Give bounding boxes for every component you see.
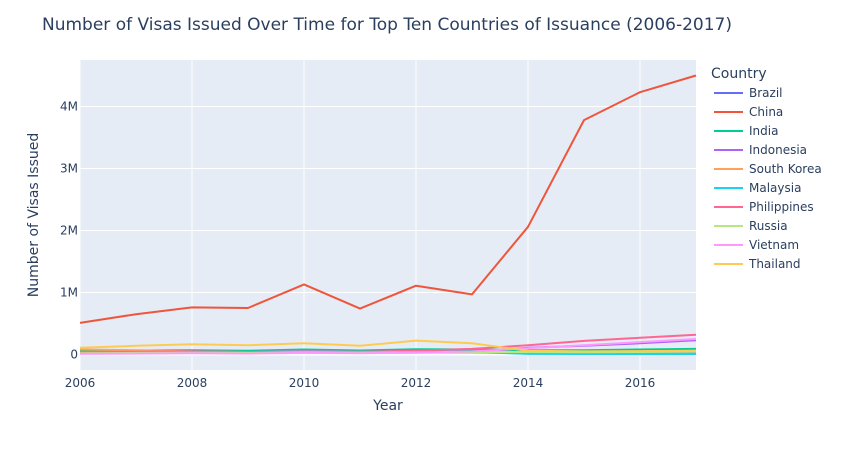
x-tick-label: 2012	[401, 376, 432, 390]
x-tick-label: 2016	[625, 376, 656, 390]
legend-label: Thailand	[748, 257, 801, 271]
x-axis-title: Year	[372, 398, 403, 414]
legend-label: Philippines	[749, 200, 814, 214]
legend-item-brazil[interactable]: Brazil	[714, 86, 783, 100]
series-line-thailand	[79, 339, 697, 353]
legend-item-malaysia[interactable]: Malaysia	[714, 181, 801, 195]
plot-area	[80, 60, 696, 370]
legend-label: South Korea	[749, 162, 822, 176]
series-line-philippines	[79, 333, 697, 353]
legend-item-thailand[interactable]: Thailand	[714, 257, 801, 271]
legend-item-russia[interactable]: Russia	[714, 219, 788, 233]
y-tick-label: 0	[70, 348, 78, 362]
y-tick-label: 3M	[60, 162, 78, 176]
legend-title: Country	[711, 66, 767, 82]
legend-item-china[interactable]: China	[714, 105, 783, 119]
x-tick-label: 2010	[289, 376, 320, 390]
legend-label: Indonesia	[749, 143, 807, 157]
y-axis-title: Number of Visas Issued	[26, 133, 42, 298]
legend[interactable]: Brazil China India Indonesia South Korea Mala…	[714, 86, 822, 271]
x-axis-ticks: 2006 2008 2010 2012 2014 2016	[65, 376, 656, 390]
legend-item-philippines[interactable]: Philippines	[714, 200, 814, 214]
legend-item-vietnam[interactable]: Vietnam	[714, 238, 799, 252]
y-tick-label: 2M	[60, 224, 78, 238]
y-tick-label: 4M	[60, 100, 78, 114]
legend-label: Malaysia	[749, 181, 801, 195]
legend-label: Russia	[749, 219, 788, 233]
legend-item-indonesia[interactable]: Indonesia	[714, 143, 807, 157]
legend-label: Brazil	[749, 86, 783, 100]
chart-title: Number of Visas Issued Over Time for Top…	[42, 15, 732, 35]
legend-label: Vietnam	[749, 238, 799, 252]
series-line-vietnam	[79, 338, 697, 355]
y-axis-ticks: 0 1M 2M 3M 4M	[60, 100, 78, 362]
x-tick-label: 2014	[513, 376, 544, 390]
x-tick-label: 2008	[177, 376, 208, 390]
x-tick-label: 2006	[65, 376, 96, 390]
legend-label: China	[749, 105, 783, 119]
legend-label: India	[749, 124, 778, 138]
legend-item-south-korea[interactable]: South Korea	[714, 162, 822, 176]
series-lines	[79, 74, 697, 355]
legend-item-india[interactable]: India	[714, 124, 778, 138]
y-tick-label: 1M	[60, 286, 78, 300]
series-line-china	[79, 74, 697, 324]
